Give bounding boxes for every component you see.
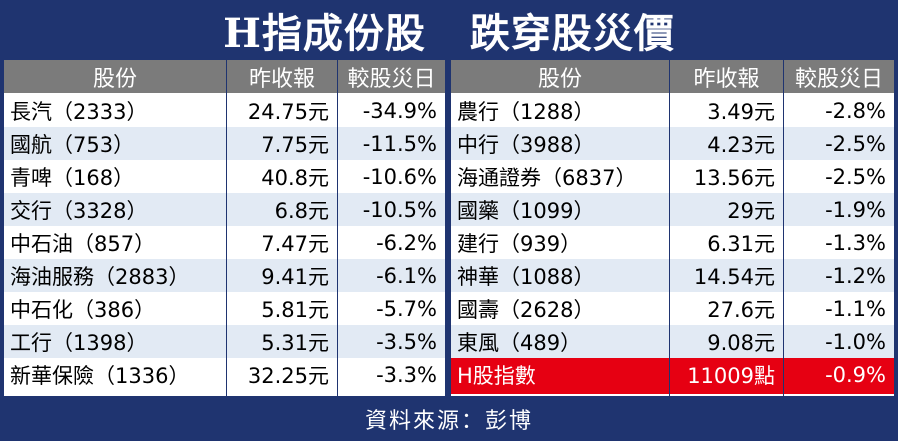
stock-name: 國航（753） (10, 132, 135, 157)
close-price: 29元 (727, 198, 775, 223)
stock-name: 中石油（857） (10, 231, 156, 256)
h-share-index-row: H股指數 11009點 -0.9% (451, 358, 894, 394)
change-pct: -2.5% (825, 164, 886, 189)
close-price: 6.8元 (274, 198, 329, 223)
table-row: 國壽（2628） 27.6元 -1.1% (451, 292, 894, 325)
title-part-1: H指成份股 (223, 10, 426, 57)
close-price: 5.31元 (261, 330, 329, 355)
change-pct: -10.6% (362, 164, 437, 189)
left-table: 股份 昨收報 較股災日 長汽（2333） 24.75元 -34.9% 國航（75… (4, 60, 445, 396)
change-pct: -1.1% (825, 296, 886, 321)
close-price: 7.47元 (261, 231, 329, 256)
table-row: 青啤（168） 40.8元 -10.6% (4, 160, 445, 193)
stock-name: 中石化（386） (10, 297, 156, 322)
change-pct: -1.9% (825, 197, 886, 222)
close-price: 7.75元 (261, 132, 329, 157)
table-row: 交行（3328） 6.8元 -10.5% (4, 193, 445, 226)
change-pct: -1.0% (825, 329, 886, 354)
table-row: 建行（939） 6.31元 -1.3% (451, 226, 894, 259)
change-pct: -2.8% (825, 98, 886, 123)
table-row: 中石化（386） 5.81元 -5.7% (4, 292, 445, 325)
table-row: 東風（489） 9.08元 -1.0% (451, 325, 894, 358)
stock-name: 國藥（1099） (457, 198, 595, 223)
change-pct: -34.9% (362, 98, 437, 123)
table-row: 長汽（2333） 24.75元 -34.9% (4, 94, 445, 127)
stock-name: 東風（489） (457, 330, 582, 355)
table-row: 海油服務（2883） 9.41元 -6.1% (4, 259, 445, 292)
stock-name: 工行（1398） (10, 330, 148, 355)
stock-name: 新華保險（1336） (10, 363, 190, 388)
change-pct: -3.3% (376, 362, 437, 387)
column-divider (337, 60, 338, 396)
right-table: 股份 昨收報 較股災日 農行（1288） 3.49元 -2.8% 中行（3988… (451, 60, 894, 396)
column-divider (669, 60, 670, 396)
close-price: 6.31元 (707, 231, 775, 256)
change-pct: -1.3% (825, 230, 886, 255)
index-change-pct: -0.9% (825, 362, 886, 387)
close-price: 4.23元 (707, 132, 775, 157)
stock-name: 海油服務（2883） (10, 264, 190, 289)
change-pct: -3.5% (376, 329, 437, 354)
table-row: 工行（1398） 5.31元 -3.5% (4, 325, 445, 358)
header-stock: 股份 (451, 60, 669, 93)
stock-name: 建行（939） (457, 231, 582, 256)
index-close: 11009點 (687, 363, 775, 388)
column-divider (783, 60, 784, 396)
close-price: 3.49元 (707, 99, 775, 124)
change-pct: -6.1% (376, 263, 437, 288)
column-divider (226, 60, 227, 396)
header-stock: 股份 (4, 60, 226, 93)
change-pct: -1.2% (825, 263, 886, 288)
close-price: 9.08元 (707, 330, 775, 355)
stock-name: 國壽（2628） (457, 297, 595, 322)
header-close: 昨收報 (227, 60, 337, 93)
table-row: 中石油（857） 7.47元 -6.2% (4, 226, 445, 259)
close-price: 5.81元 (261, 297, 329, 322)
change-pct: -5.7% (376, 296, 437, 321)
change-pct: -6.2% (376, 230, 437, 255)
table-row: 農行（1288） 3.49元 -2.8% (451, 94, 894, 127)
stock-name: 海通證券（6837） (457, 165, 637, 190)
table-row: 國航（753） 7.75元 -11.5% (4, 127, 445, 160)
stock-name: 中行（3988） (457, 132, 595, 157)
stock-name: 農行（1288） (457, 99, 595, 124)
stock-name: 交行（3328） (10, 198, 148, 223)
stock-name: 神華（1088） (457, 264, 595, 289)
table-row: 神華（1088） 14.54元 -1.2% (451, 259, 894, 292)
table-row: 海通證券（6837） 13.56元 -2.5% (451, 160, 894, 193)
index-name: H股指數 (457, 363, 536, 388)
close-price: 13.56元 (693, 165, 775, 190)
header-close: 昨收報 (670, 60, 783, 93)
table-row: 新華保險（1336） 32.25元 -3.3% (4, 358, 445, 394)
close-price: 40.8元 (261, 165, 329, 190)
page-title: H指成份股 跌穿股災價 (0, 0, 898, 60)
header-vs-crash: 較股災日 (784, 60, 894, 93)
header-vs-crash: 較股災日 (338, 60, 445, 93)
stock-name: 青啤（168） (10, 165, 135, 190)
stock-name: 長汽（2333） (10, 99, 148, 124)
title-part-2: 跌穿股災價 (469, 10, 675, 57)
source-note: 資料來源：彭博 (364, 408, 533, 434)
close-price: 9.41元 (261, 264, 329, 289)
close-price: 14.54元 (693, 264, 775, 289)
close-price: 32.25元 (247, 363, 329, 388)
change-pct: -11.5% (362, 131, 437, 156)
close-price: 24.75元 (247, 99, 329, 124)
change-pct: -2.5% (825, 131, 886, 156)
table-row: 中行（3988） 4.23元 -2.5% (451, 127, 894, 160)
change-pct: -10.5% (362, 197, 437, 222)
close-price: 27.6元 (707, 297, 775, 322)
table-row: 國藥（1099） 29元 -1.9% (451, 193, 894, 226)
